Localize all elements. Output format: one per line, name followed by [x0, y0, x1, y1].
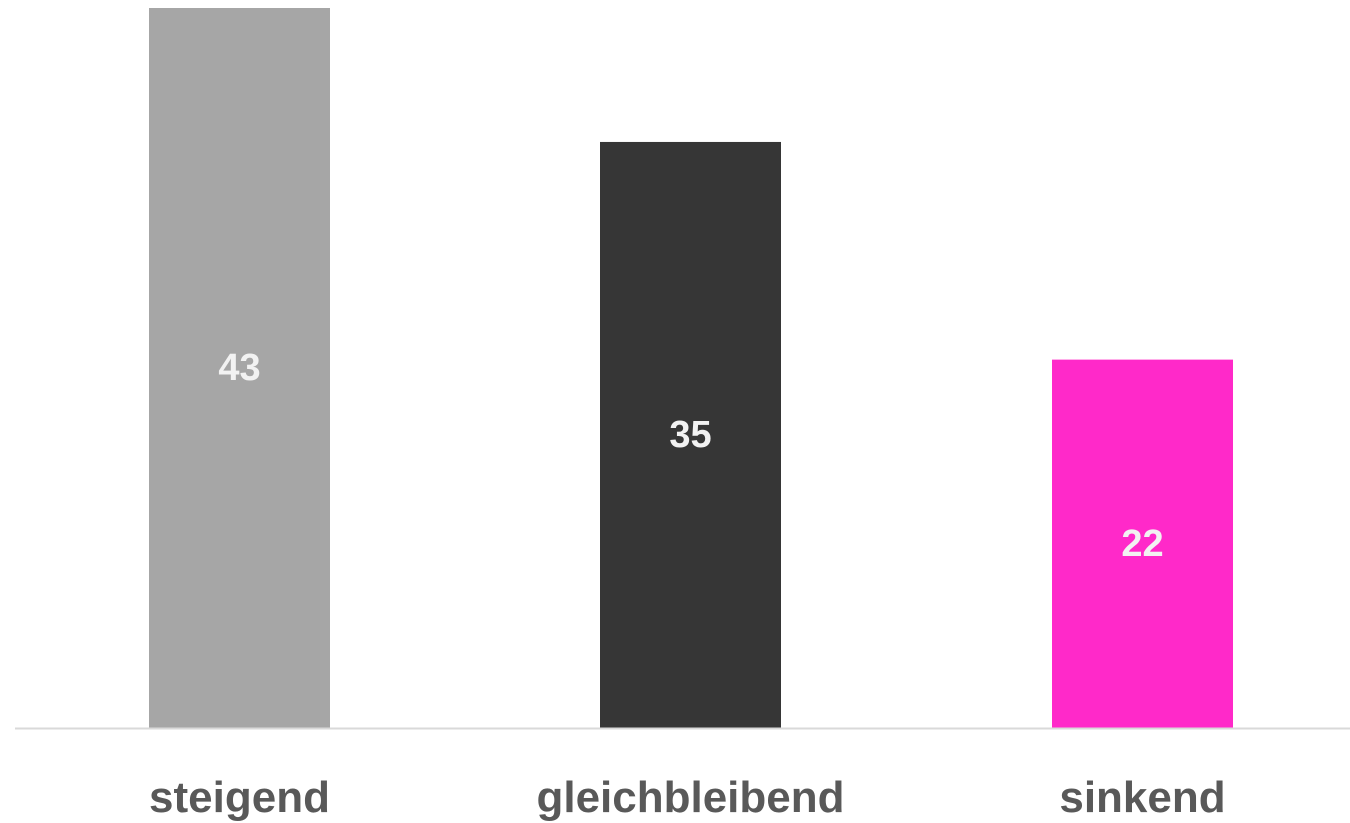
data-label-sinkend: 22 — [1121, 523, 1163, 565]
category-labels-group: steigend gleichbleibend sinkend — [149, 773, 1226, 822]
data-label-steigend: 43 — [218, 347, 260, 389]
bar-gleichbleibend — [600, 141, 781, 728]
data-label-gleichbleibend: 35 — [669, 414, 711, 456]
category-label-gleichbleibend: gleichbleibend — [536, 773, 844, 822]
category-label-sinkend: sinkend — [1059, 773, 1225, 822]
bar-steigend — [149, 8, 330, 728]
data-labels-group: 43 35 22 — [218, 347, 1163, 565]
category-label-steigend: steigend — [149, 773, 330, 822]
bars-group — [149, 8, 1233, 728]
bar-sinkend — [1052, 359, 1233, 728]
